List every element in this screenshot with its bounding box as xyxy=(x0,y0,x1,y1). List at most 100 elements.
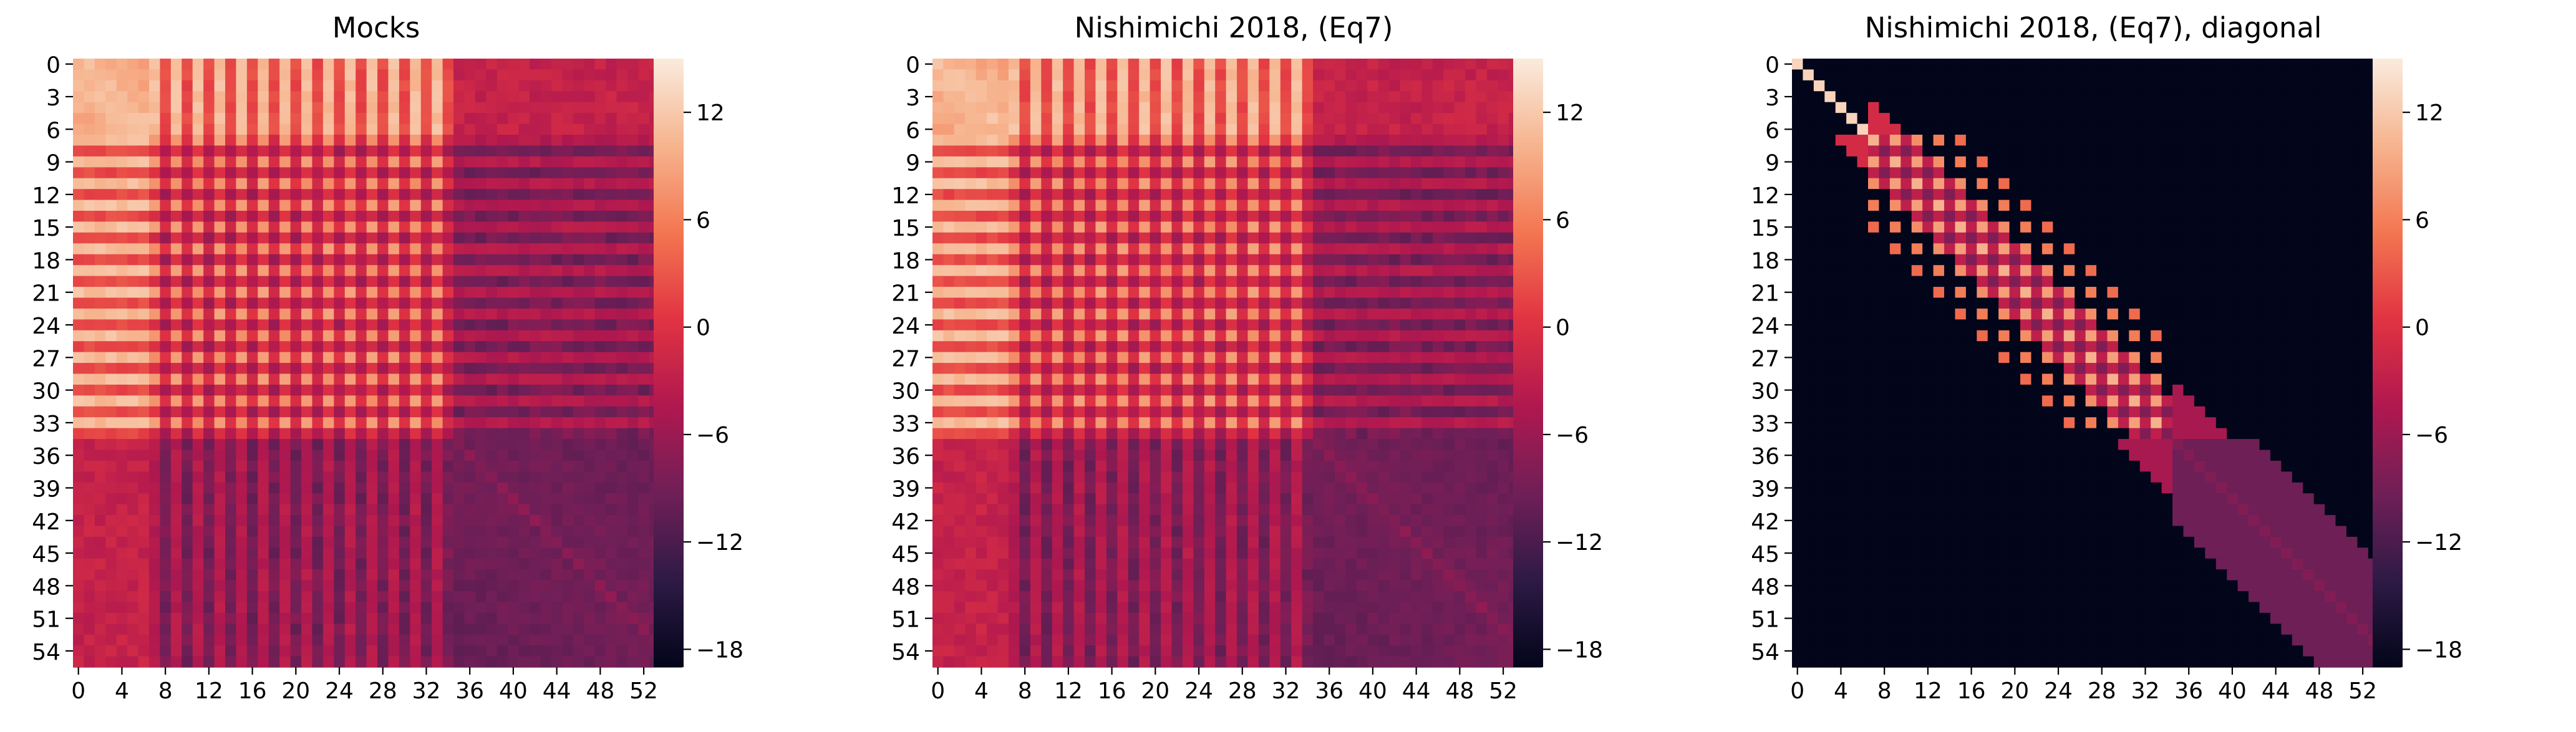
heatmap-cell xyxy=(323,243,334,254)
heatmap-cell xyxy=(258,526,269,537)
heatmap-cell xyxy=(1357,157,1368,168)
x-tick-label: 36 xyxy=(455,678,484,704)
heatmap-cell xyxy=(1367,135,1378,146)
heatmap-cell xyxy=(1063,59,1074,70)
heatmap-cell xyxy=(617,373,628,385)
heatmap-cell xyxy=(638,221,649,233)
heatmap-cell xyxy=(1009,124,1020,135)
heatmap-cell xyxy=(421,635,432,646)
heatmap-cell xyxy=(149,385,160,396)
heatmap-cell xyxy=(1259,309,1270,320)
heatmap-cell xyxy=(1215,102,1226,113)
heatmap-cell xyxy=(497,221,508,233)
heatmap-cell xyxy=(1193,91,1204,102)
heatmap-cell xyxy=(1281,233,1292,244)
heatmap-cell xyxy=(345,276,356,287)
heatmap-cell xyxy=(399,635,410,646)
heatmap-cell xyxy=(84,233,95,244)
heatmap-cell xyxy=(1009,395,1020,407)
heatmap-cell xyxy=(258,135,269,146)
heatmap-cell xyxy=(1455,157,1466,168)
heatmap-cell xyxy=(606,265,617,276)
heatmap-cell xyxy=(1117,135,1128,146)
heatmap-cell xyxy=(595,91,606,102)
heatmap-cell xyxy=(1367,91,1378,102)
heatmap-cell xyxy=(432,135,443,146)
heatmap-cell xyxy=(595,265,606,276)
heatmap-cell xyxy=(421,221,432,233)
heatmap-cell xyxy=(1226,69,1237,80)
heatmap-cell xyxy=(606,178,617,190)
heatmap-cell xyxy=(193,200,204,211)
heatmap-cell xyxy=(410,373,421,385)
heatmap-cell xyxy=(105,145,117,157)
heatmap-cell xyxy=(998,352,1009,364)
y-tick-label: 18 xyxy=(32,248,61,274)
heatmap-cell xyxy=(453,417,465,428)
heatmap-cell xyxy=(410,450,421,461)
heatmap-cell xyxy=(551,309,563,320)
heatmap-cell xyxy=(1009,189,1020,200)
heatmap-cell xyxy=(1106,341,1118,352)
heatmap-cell xyxy=(203,624,215,635)
heatmap-cell xyxy=(1443,330,1455,342)
heatmap-cell xyxy=(519,341,530,352)
heatmap-cell xyxy=(377,471,389,483)
heatmap-cell xyxy=(1313,341,1324,352)
heatmap-cell xyxy=(84,635,95,646)
heatmap-cell xyxy=(356,635,367,646)
heatmap-cell xyxy=(73,330,84,342)
heatmap-cell xyxy=(1324,287,1335,298)
heatmap-cell xyxy=(519,395,530,407)
heatmap-cell xyxy=(1335,124,1346,135)
heatmap-cell xyxy=(475,233,487,244)
heatmap-cell xyxy=(976,330,987,342)
heatmap-cell xyxy=(247,547,258,559)
heatmap-cell xyxy=(1150,167,1161,178)
heatmap-cell xyxy=(388,580,399,592)
heatmap-cell xyxy=(943,254,954,266)
heatmap-cell xyxy=(1313,80,1324,92)
heatmap-cell xyxy=(475,69,487,80)
heatmap-cell xyxy=(182,200,193,211)
heatmap-cell xyxy=(279,309,291,320)
heatmap-cell xyxy=(258,113,269,124)
heatmap-cell xyxy=(388,189,399,200)
heatmap-cell xyxy=(1139,276,1150,287)
heatmap-cell xyxy=(1465,167,1476,178)
heatmap-cell xyxy=(1345,373,1357,385)
heatmap-cell xyxy=(377,341,389,352)
heatmap-cell xyxy=(1074,135,1085,146)
heatmap-cell xyxy=(486,493,497,504)
heatmap-cell xyxy=(443,439,454,450)
heatmap-cell xyxy=(965,363,976,374)
heatmap-cell xyxy=(84,135,95,146)
heatmap-cell xyxy=(1357,276,1368,287)
heatmap-cell xyxy=(1291,80,1302,92)
heatmap-cell xyxy=(1171,200,1183,211)
heatmap-cell xyxy=(117,657,128,668)
heatmap-cell xyxy=(193,233,204,244)
heatmap-cell xyxy=(388,635,399,646)
heatmap-cell xyxy=(323,461,334,472)
heatmap-cell xyxy=(486,385,497,396)
heatmap-cell xyxy=(1465,373,1476,385)
heatmap-cell xyxy=(1019,373,1030,385)
heatmap-cell xyxy=(1400,319,1411,330)
heatmap-cell xyxy=(486,352,497,364)
heatmap-cell xyxy=(432,341,443,352)
heatmap-cell xyxy=(105,504,117,516)
heatmap-cell xyxy=(606,613,617,624)
heatmap-cell xyxy=(617,352,628,364)
heatmap-cell xyxy=(606,407,617,418)
heatmap-cell xyxy=(551,395,563,407)
heatmap-cell xyxy=(540,287,551,298)
heatmap-cell xyxy=(540,330,551,342)
heatmap-cell xyxy=(225,428,236,440)
heatmap-cell xyxy=(519,645,530,657)
heatmap-cell xyxy=(1161,297,1172,309)
heatmap-cell xyxy=(377,254,389,266)
heatmap-cell xyxy=(551,439,563,450)
heatmap-cell xyxy=(1041,221,1052,233)
heatmap-cell xyxy=(1128,211,1140,222)
